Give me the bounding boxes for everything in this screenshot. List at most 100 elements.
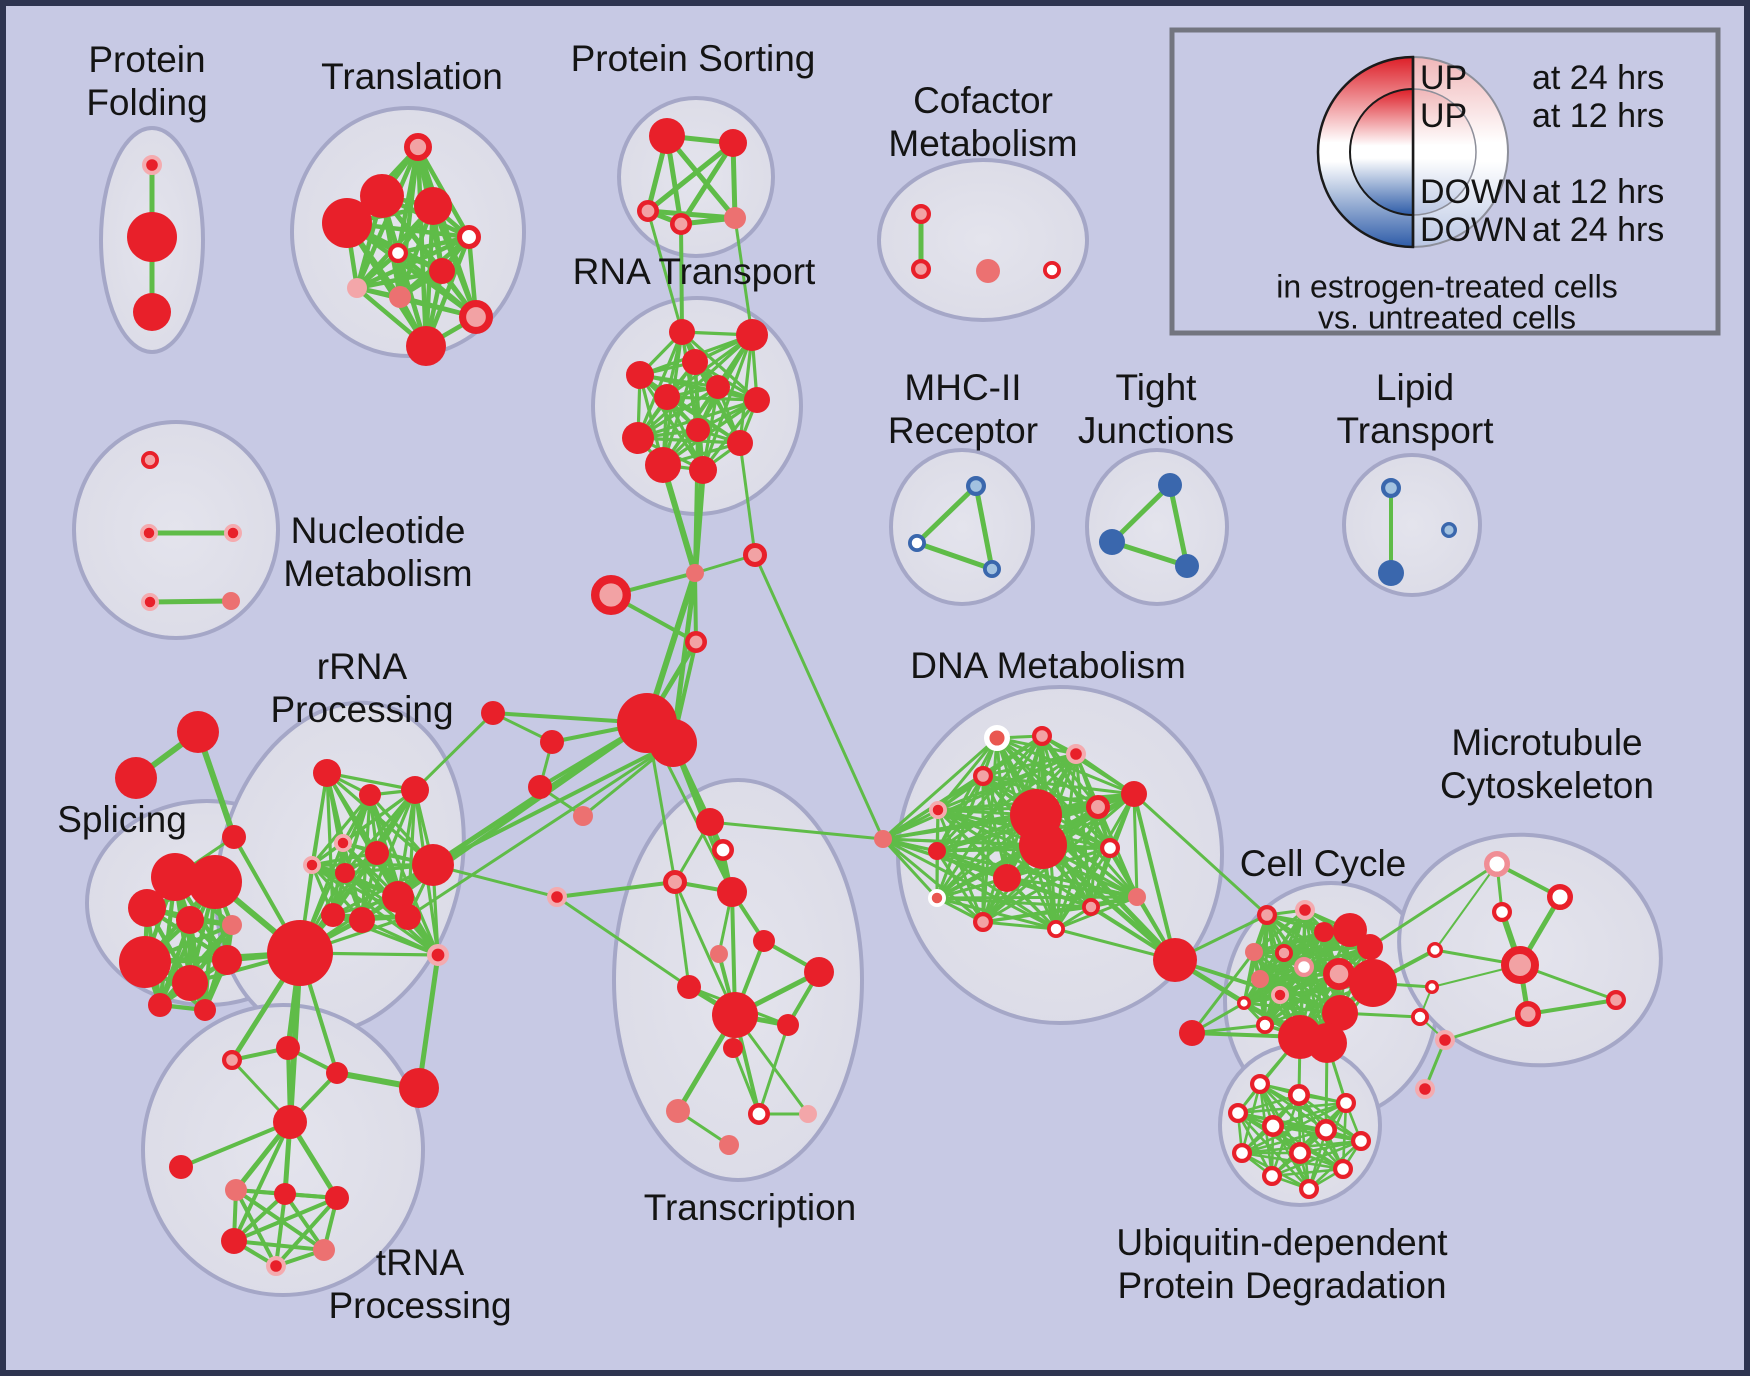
gene-node[interactable] <box>151 853 199 901</box>
gene-node[interactable] <box>148 993 172 1017</box>
gene-node[interactable] <box>1275 944 1294 963</box>
gene-node[interactable] <box>724 207 746 229</box>
gene-node[interactable] <box>267 920 333 986</box>
gene-node[interactable] <box>389 286 411 308</box>
gene-node[interactable] <box>1289 1142 1312 1165</box>
gene-node[interactable] <box>1227 1102 1248 1123</box>
gene-node[interactable] <box>426 943 449 966</box>
gene-node[interactable] <box>1249 1073 1270 1094</box>
gene-node[interactable] <box>1179 1020 1205 1046</box>
gene-node[interactable] <box>719 129 747 157</box>
gene-node[interactable] <box>1483 850 1510 877</box>
gene-node[interactable] <box>573 806 593 826</box>
gene-node[interactable] <box>686 418 710 442</box>
gene-node[interactable] <box>1426 942 1443 959</box>
gene-node[interactable] <box>706 375 730 399</box>
gene-node[interactable] <box>1335 1092 1356 1113</box>
gene-node[interactable] <box>177 711 219 753</box>
gene-node[interactable] <box>983 560 1002 579</box>
gene-node[interactable] <box>127 212 177 262</box>
gene-node[interactable] <box>1357 934 1383 960</box>
gene-node[interactable] <box>334 834 353 853</box>
gene-node[interactable] <box>313 759 341 787</box>
gene-node[interactable] <box>1332 1158 1353 1179</box>
gene-node[interactable] <box>399 1068 439 1108</box>
gene-node[interactable] <box>908 534 927 553</box>
gene-node[interactable] <box>719 1135 739 1155</box>
gene-node[interactable] <box>928 889 947 908</box>
gene-node[interactable] <box>303 856 322 875</box>
gene-node[interactable] <box>669 212 692 235</box>
gene-node[interactable] <box>677 975 701 999</box>
gene-node[interactable] <box>212 945 242 975</box>
gene-node[interactable] <box>654 384 680 410</box>
gene-node[interactable] <box>325 1186 349 1210</box>
gene-node[interactable] <box>222 592 240 610</box>
gene-node[interactable] <box>645 447 681 483</box>
gene-node[interactable] <box>972 765 993 786</box>
gene-node[interactable] <box>711 838 734 861</box>
gene-node[interactable] <box>276 1036 300 1060</box>
gene-node[interactable] <box>359 784 381 806</box>
gene-node[interactable] <box>1047 920 1066 939</box>
gene-node[interactable] <box>1380 478 1401 499</box>
gene-node[interactable] <box>753 930 775 952</box>
gene-node[interactable] <box>649 719 697 767</box>
gene-node[interactable] <box>225 1179 247 1201</box>
gene-node[interactable] <box>128 889 166 927</box>
gene-node[interactable] <box>313 1239 335 1261</box>
gene-node[interactable] <box>546 886 567 907</box>
gene-node[interactable] <box>799 1105 817 1123</box>
gene-node[interactable] <box>1245 943 1263 961</box>
gene-node[interactable] <box>929 801 948 820</box>
gene-node[interactable] <box>223 524 242 543</box>
gene-node[interactable] <box>1153 938 1197 982</box>
gene-node[interactable] <box>188 855 242 909</box>
gene-node[interactable] <box>360 174 404 218</box>
gene-node[interactable] <box>804 957 834 987</box>
gene-node[interactable] <box>1099 837 1120 858</box>
gene-node[interactable] <box>414 187 452 225</box>
gene-node[interactable] <box>1322 957 1355 990</box>
gene-node[interactable] <box>736 319 768 351</box>
gene-node[interactable] <box>743 543 768 568</box>
gene-node[interactable] <box>1440 522 1457 539</box>
gene-node[interactable] <box>1294 899 1315 920</box>
gene-node[interactable] <box>540 730 564 754</box>
gene-node[interactable] <box>119 936 171 988</box>
gene-node[interactable] <box>222 1049 243 1070</box>
gene-node[interactable] <box>528 775 552 799</box>
gene-node[interactable] <box>1256 1016 1275 1035</box>
gene-node[interactable] <box>365 841 389 865</box>
gene-node[interactable] <box>401 776 429 804</box>
gene-node[interactable] <box>626 361 654 389</box>
gene-node[interactable] <box>1031 725 1052 746</box>
gene-node[interactable] <box>388 243 409 264</box>
gene-node[interactable] <box>349 907 375 933</box>
gene-node[interactable] <box>1514 1000 1541 1027</box>
gene-node[interactable] <box>273 1105 307 1139</box>
gene-node[interactable] <box>133 293 171 331</box>
gene-node[interactable] <box>910 204 931 225</box>
gene-node[interactable] <box>1307 1023 1347 1063</box>
gene-node[interactable] <box>993 864 1021 892</box>
gene-node[interactable] <box>1546 883 1573 910</box>
gene-node[interactable] <box>682 349 708 375</box>
gene-node[interactable] <box>1043 261 1062 280</box>
gene-node[interactable] <box>115 757 157 799</box>
gene-node[interactable] <box>1128 888 1146 906</box>
gene-node[interactable] <box>696 808 724 836</box>
gene-node[interactable] <box>1424 980 1439 995</box>
gene-node[interactable] <box>717 877 747 907</box>
gene-node[interactable] <box>649 118 685 154</box>
gene-node[interactable] <box>404 133 433 162</box>
gene-node[interactable] <box>335 863 355 883</box>
gene-node[interactable] <box>723 1038 743 1058</box>
gene-node[interactable] <box>1236 996 1251 1011</box>
gene-node[interactable] <box>172 965 208 1001</box>
gene-node[interactable] <box>1411 1008 1430 1027</box>
gene-node[interactable] <box>1175 554 1199 578</box>
gene-node[interactable] <box>406 326 446 366</box>
gene-node[interactable] <box>928 842 946 860</box>
gene-node[interactable] <box>910 259 931 280</box>
